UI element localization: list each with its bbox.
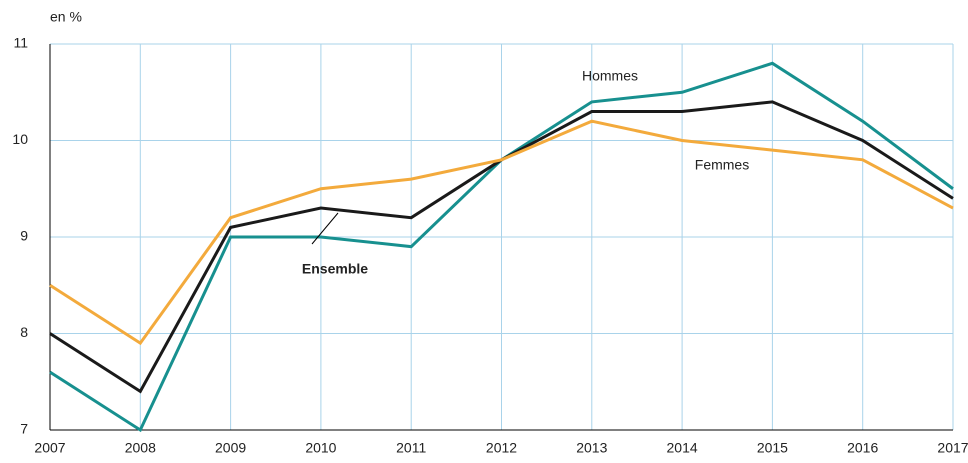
x-tick-label: 2014	[667, 440, 698, 456]
y-tick-label: 7	[20, 421, 28, 437]
x-tick-label: 2008	[125, 440, 156, 456]
x-tick-label: 2013	[576, 440, 607, 456]
y-tick-label: 9	[20, 228, 28, 244]
series-label: Ensemble	[302, 261, 368, 277]
leader-line	[311, 212, 339, 245]
x-tick-label: 2016	[847, 440, 878, 456]
x-tick-label: 2009	[215, 440, 246, 456]
x-tick-label: 2012	[486, 440, 517, 456]
series-line	[49, 119, 954, 346]
x-tick-label: 2007	[34, 440, 65, 456]
x-tick-label: 2017	[937, 440, 968, 456]
x-tick-label: 2015	[757, 440, 788, 456]
series-label: Hommes	[582, 68, 638, 84]
y-axis-title: en %	[50, 9, 82, 25]
y-tick-label: 8	[20, 324, 28, 340]
y-tick-label: 10	[12, 131, 28, 147]
x-tick-label: 2011	[396, 440, 426, 456]
y-tick-label: 11	[13, 35, 28, 51]
x-tick-label: 2010	[305, 440, 336, 456]
series-label: Femmes	[695, 157, 749, 173]
